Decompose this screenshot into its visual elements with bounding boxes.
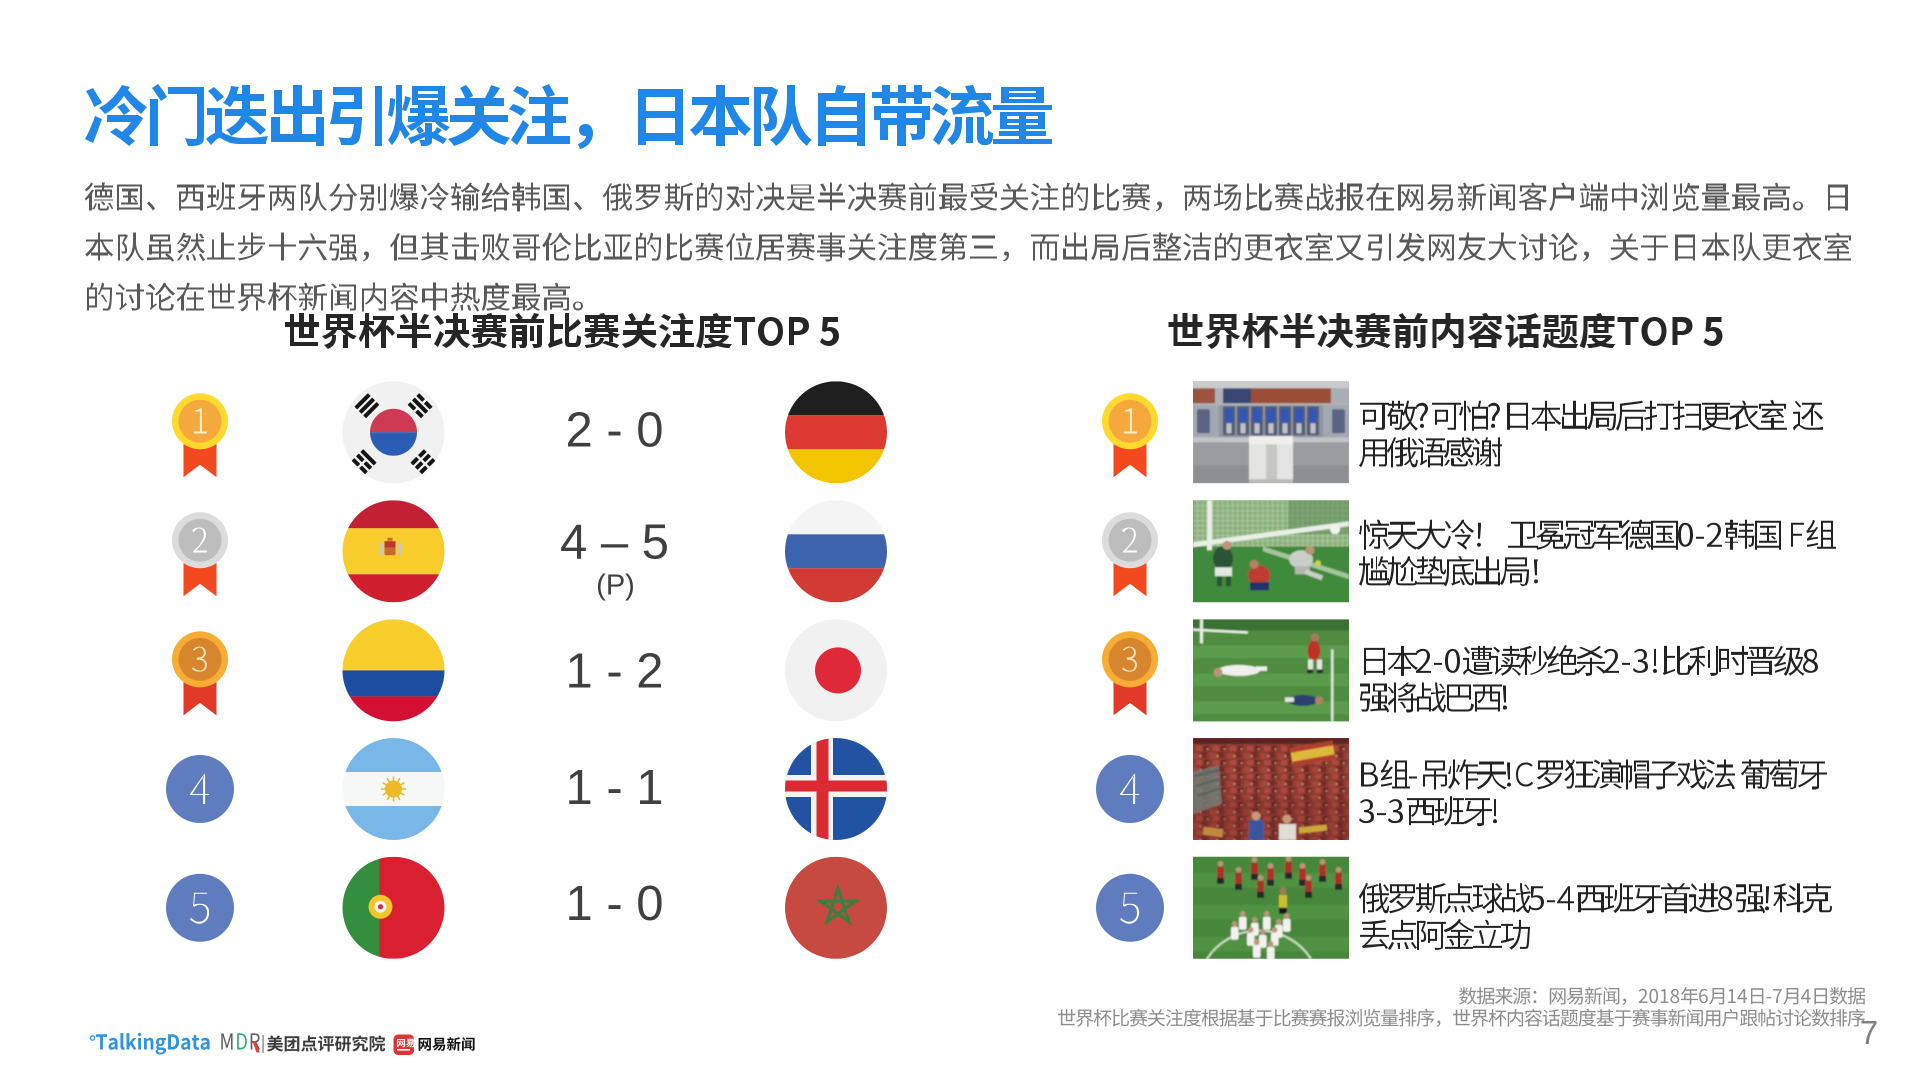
svg-text:1 - 1: 1 - 1 bbox=[565, 761, 663, 815]
svg-text:(P): (P) bbox=[596, 570, 635, 602]
svg-text:7: 7 bbox=[1860, 1014, 1878, 1051]
svg-text:4 – 5: 4 – 5 bbox=[560, 516, 669, 570]
svg-text:2 - 0: 2 - 0 bbox=[565, 404, 663, 458]
svg-text:1 - 2: 1 - 2 bbox=[565, 645, 663, 699]
svg-text:1 - 0: 1 - 0 bbox=[565, 877, 663, 931]
